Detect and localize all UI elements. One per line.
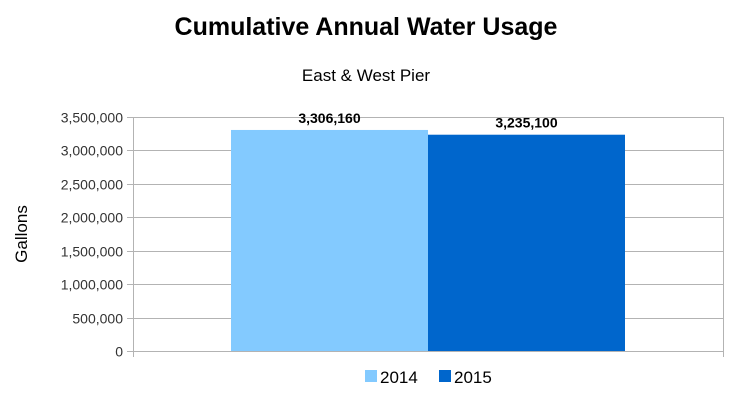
legend-label: 2014 [380,368,418,387]
chart-subtitle: East & West Pier [302,66,431,85]
legend-swatch-2014 [365,370,377,382]
y-tick-label: 3,500,000 [61,110,123,126]
legend-label: 2015 [454,368,492,387]
legend-swatch-2015 [439,370,451,382]
chart-title: Cumulative Annual Water Usage [175,13,558,41]
y-tick-label: 2,500,000 [61,177,123,193]
y-axis-label: Gallons [12,205,31,263]
bar-2014 [231,129,428,351]
y-tick-label: 1,500,000 [61,244,123,260]
y-tick-label: 2,000,000 [61,210,123,226]
y-tick-label: 0 [115,344,123,360]
y-tick-label: 3,000,000 [61,143,123,159]
data-label: 3,306,160 [298,110,360,126]
y-tick-label: 1,000,000 [61,277,123,293]
bar-2015 [428,134,625,351]
y-tick-label: 500,000 [72,311,123,327]
data-label: 3,235,100 [495,115,557,131]
